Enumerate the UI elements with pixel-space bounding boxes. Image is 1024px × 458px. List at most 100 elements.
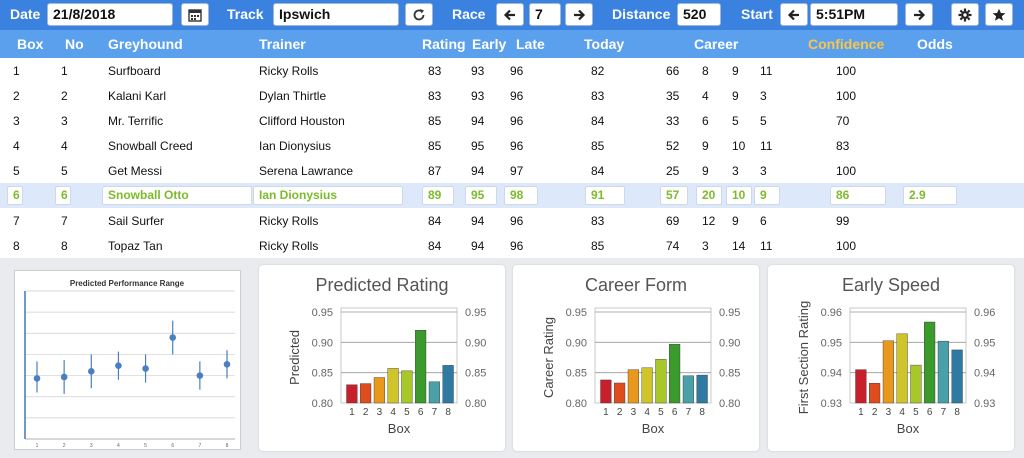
y-tick-label-right: 0.96 — [974, 307, 995, 319]
cell-trainer: Ricky Rolls — [259, 64, 319, 78]
bar — [682, 375, 694, 404]
y-tick-label-left: 0.90 — [566, 337, 587, 349]
bar — [415, 329, 427, 404]
race-prev-button[interactable] — [496, 3, 524, 26]
x-tick-label: 4 — [644, 407, 650, 418]
data-point — [223, 360, 231, 368]
bar — [896, 333, 908, 404]
header-confidence[interactable]: Confidence — [808, 36, 885, 52]
cell-greyhound: Kalani Karl — [108, 89, 167, 103]
x-tick-label: 3 — [886, 407, 892, 418]
cell-box: 5 — [13, 164, 20, 178]
arrow-right-icon — [914, 9, 926, 21]
header-trainer[interactable]: Trainer — [259, 36, 306, 52]
cell-no: 7 — [61, 214, 68, 228]
cell-rating: 83 — [428, 89, 442, 103]
race-field[interactable]: 7 — [529, 3, 561, 26]
y-tick-label-left: 0.90 — [312, 337, 333, 349]
cell-no: 4 — [61, 139, 68, 153]
distance-field[interactable]: 520 — [677, 3, 721, 26]
y-tick-label-left: 0.85 — [566, 368, 587, 380]
cell-greyhound: Topaz Tan — [108, 239, 163, 253]
header-odds[interactable]: Odds — [917, 36, 953, 52]
race-next-button[interactable] — [565, 3, 593, 26]
date-field[interactable]: 21/8/2018 — [47, 3, 173, 26]
cell-rating: 85 — [428, 139, 442, 153]
table-row[interactable]: 5 5 Get Messi Serena Lawrance 87 94 97 84 25 9 3 3 1… — [0, 158, 1024, 183]
x-tick-label: 7 — [941, 407, 947, 418]
cell-career-starts: 35 — [666, 89, 680, 103]
cell-no: 2 — [61, 89, 68, 103]
x-tick-label: 1 — [349, 407, 355, 418]
header-today[interactable]: Today — [584, 36, 625, 52]
header-greyhound[interactable]: Greyhound — [108, 36, 183, 52]
career-form-title: Career Form — [584, 275, 687, 295]
header-no[interactable]: No — [65, 36, 84, 52]
bar — [614, 382, 626, 404]
bar — [882, 340, 894, 404]
x-tick-label: 1 — [603, 407, 609, 418]
x-axis-label: Box — [642, 421, 665, 436]
header-rating[interactable]: Rating — [422, 36, 466, 52]
bar — [669, 343, 681, 404]
cell-confidence: 99 — [836, 214, 850, 228]
arrow-left-icon — [787, 9, 799, 21]
refresh-button[interactable] — [405, 3, 433, 26]
x-axis-label: Box — [388, 421, 411, 436]
header-late[interactable]: Late — [516, 36, 545, 52]
settings-button[interactable] — [951, 3, 979, 26]
refresh-icon — [413, 9, 425, 21]
table-row[interactable]: 1 1 Surfboard Ricky Rolls 83 93 96 82 66 8 9 11 100 — [0, 58, 1024, 83]
runners-table: 1 1 Surfboard Ricky Rolls 83 93 96 82 66 8 9 11 100 2… — [0, 58, 1024, 258]
table-row[interactable]: 6 6 Snowball Otto Ian Dionysius 89 95 98 91 57 20… — [0, 183, 1024, 208]
cell-confidence: 100 — [836, 164, 857, 178]
cell-rating: 85 — [428, 114, 442, 128]
y-tick-label-right: 0.95 — [719, 307, 740, 319]
table-row[interactable]: 8 8 Topaz Tan Ricky Rolls 84 94 96 85 74 3 14 11 100 — [0, 233, 1024, 258]
cell-confidence: 83 — [836, 139, 850, 153]
start-next-button[interactable] — [905, 3, 933, 26]
header-early[interactable]: Early — [472, 36, 507, 52]
bar — [401, 370, 413, 404]
cell-career-wins: 8 — [702, 64, 709, 78]
bar — [346, 384, 358, 404]
calendar-button[interactable] — [181, 3, 209, 26]
start-time-field[interactable]: 5:51PM — [810, 3, 898, 26]
x-tick-label: 7 — [686, 407, 692, 418]
y-tick-label-right: 0.80 — [465, 398, 486, 410]
early-speed-title: Early Speed — [841, 275, 941, 295]
y-tick-label-left: 0.95 — [312, 307, 333, 319]
favorite-button[interactable] — [985, 3, 1013, 26]
table-row[interactable]: 4 4 Snowball Creed Ian Dionysius 85 95 96 85 52 9… — [0, 133, 1024, 158]
range-chart-title: Predicted Performance Range — [70, 279, 185, 288]
x-tick-label: 3 — [90, 443, 93, 449]
cell-career-starts: 69 — [666, 214, 680, 228]
y-tick-label-left: 0.93 — [821, 398, 842, 410]
predicted-rating-chart: 0.80 0.80 0.85 0.85 0.90 0.90 0.95 0.95 1 2 3 4 5 6 7 8… — [287, 307, 486, 436]
cell-career-seconds: 10 — [726, 186, 752, 205]
cell-greyhound: Mr. Terrific — [108, 114, 164, 128]
track-field[interactable]: Ipswich — [273, 3, 399, 26]
cell-greyhound: Get Messi — [108, 164, 163, 178]
x-tick-label: 8 — [226, 443, 229, 449]
cell-career-thirds: 11 — [760, 64, 773, 78]
table-header: Box No Greyhound Trainer Rating Early La… — [0, 30, 1024, 58]
header-box[interactable]: Box — [17, 36, 44, 52]
start-prev-button[interactable] — [780, 3, 808, 26]
header-career[interactable]: Career — [694, 36, 739, 52]
cell-rating: 84 — [428, 239, 442, 253]
table-row[interactable]: 2 2 Kalani Karl Dylan Thirtle 83 93 96 83 35 4 9 3 1… — [0, 83, 1024, 108]
cell-box: 6 — [7, 186, 23, 205]
cell-today: 84 — [591, 114, 605, 128]
x-tick-label: 2 — [363, 407, 369, 418]
cell-career-wins: 20 — [696, 186, 722, 205]
table-row[interactable]: 3 3 Mr. Terrific Clifford Houston 85 94 96 84 33… — [0, 108, 1024, 133]
y-tick-label-left: 0.94 — [821, 368, 842, 380]
table-row[interactable]: 7 7 Sail Surfer Ricky Rolls 84 94 96 83 69 12 9 6 99 — [0, 208, 1024, 233]
cell-career-seconds: 10 — [732, 139, 746, 153]
cell-early: 95 — [465, 186, 497, 205]
cell-career-starts: 74 — [666, 239, 680, 253]
track-label: Track — [227, 6, 264, 22]
y-axis-label: Career Rating — [541, 317, 556, 398]
y-tick-label-right: 0.95 — [974, 337, 995, 349]
